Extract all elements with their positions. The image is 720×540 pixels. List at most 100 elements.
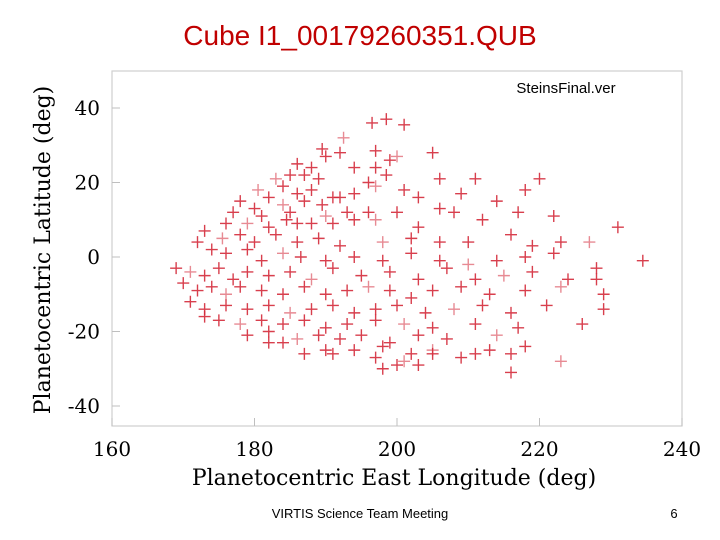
data-point bbox=[412, 329, 425, 342]
data-point bbox=[526, 265, 539, 278]
data-point bbox=[405, 232, 418, 245]
data-point bbox=[391, 359, 403, 372]
data-point bbox=[234, 280, 247, 293]
data-point bbox=[469, 318, 482, 331]
data-point bbox=[198, 224, 211, 237]
data-point bbox=[262, 299, 275, 312]
data-point bbox=[369, 180, 382, 193]
data-point bbox=[291, 187, 304, 200]
data-point bbox=[220, 299, 232, 312]
data-point bbox=[433, 254, 446, 267]
x-tick-label: 180 bbox=[235, 437, 273, 461]
data-point bbox=[337, 131, 350, 144]
data-point bbox=[291, 157, 304, 170]
x-tick-label: 200 bbox=[378, 437, 416, 461]
data-point bbox=[184, 295, 197, 308]
data-point bbox=[440, 262, 453, 275]
data-point bbox=[398, 355, 411, 368]
data-point bbox=[526, 239, 539, 252]
data-point bbox=[469, 347, 482, 360]
data-point bbox=[376, 254, 389, 267]
data-point bbox=[177, 277, 190, 290]
data-point bbox=[440, 332, 453, 345]
data-point bbox=[262, 336, 275, 349]
data-point bbox=[455, 351, 468, 364]
data-point bbox=[220, 288, 232, 301]
data-point bbox=[305, 273, 318, 286]
data-point bbox=[505, 228, 517, 241]
data-point bbox=[391, 299, 403, 312]
data-point bbox=[191, 284, 204, 297]
data-point bbox=[483, 344, 496, 357]
footer-text: VIRTIS Science Team Meeting bbox=[271, 506, 449, 521]
data-point bbox=[252, 183, 265, 196]
axis-ticks bbox=[111, 107, 683, 426]
data-point bbox=[462, 258, 475, 271]
data-point bbox=[216, 232, 229, 245]
data-point bbox=[433, 202, 446, 215]
data-point bbox=[426, 347, 439, 360]
data-point bbox=[269, 172, 282, 185]
data-point bbox=[433, 172, 446, 185]
data-point bbox=[305, 161, 318, 174]
data-point bbox=[316, 198, 329, 211]
data-point bbox=[294, 251, 307, 263]
x-tick-label: 240 bbox=[663, 437, 701, 461]
data-point bbox=[277, 288, 289, 301]
data-point bbox=[255, 210, 268, 223]
data-point bbox=[597, 288, 610, 301]
data-point bbox=[583, 236, 596, 249]
data-point bbox=[512, 206, 525, 219]
data-point bbox=[369, 144, 382, 157]
data-point bbox=[590, 262, 603, 275]
data-point bbox=[341, 206, 354, 219]
data-point bbox=[334, 146, 346, 159]
data-point bbox=[212, 262, 225, 275]
data-point bbox=[277, 247, 289, 260]
data-point bbox=[277, 336, 289, 349]
data-point bbox=[412, 273, 425, 286]
data-point bbox=[205, 243, 218, 256]
data-point bbox=[469, 172, 482, 185]
data-point bbox=[262, 269, 275, 282]
data-point bbox=[284, 265, 297, 278]
y-tick-label: 0 bbox=[87, 245, 100, 269]
data-point bbox=[419, 306, 432, 319]
x-tick-label: 160 bbox=[93, 437, 131, 461]
data-point bbox=[220, 217, 232, 230]
data-point bbox=[562, 273, 574, 286]
data-point bbox=[227, 273, 240, 286]
data-point bbox=[547, 247, 560, 260]
data-point bbox=[448, 303, 460, 316]
data-point bbox=[462, 236, 475, 249]
data-point bbox=[369, 213, 382, 226]
data-point bbox=[191, 236, 204, 249]
data-point bbox=[383, 284, 396, 297]
y-axis-label: Planetocentric Latitude (deg) bbox=[31, 86, 56, 415]
data-point bbox=[405, 291, 418, 304]
data-point bbox=[348, 251, 361, 263]
data-point bbox=[241, 303, 254, 316]
data-point bbox=[398, 183, 411, 196]
data-point bbox=[369, 314, 382, 327]
data-point bbox=[490, 329, 503, 342]
data-point bbox=[519, 183, 532, 196]
data-point bbox=[284, 169, 297, 182]
page-number: 6 bbox=[670, 506, 678, 521]
data-point bbox=[341, 284, 354, 297]
x-axis-label: Planetocentric East Longitude (deg) bbox=[192, 466, 596, 491]
data-point bbox=[262, 325, 275, 338]
plot-frame bbox=[111, 70, 683, 427]
data-point bbox=[590, 273, 603, 286]
data-point bbox=[326, 299, 339, 312]
data-point bbox=[255, 254, 268, 267]
data-point bbox=[334, 239, 346, 252]
data-point bbox=[355, 329, 368, 342]
data-point bbox=[305, 183, 318, 196]
data-point bbox=[576, 318, 589, 331]
data-point bbox=[212, 314, 225, 327]
data-point bbox=[305, 217, 318, 230]
data-point bbox=[412, 191, 425, 204]
data-point bbox=[490, 195, 503, 208]
data-point bbox=[255, 314, 268, 327]
